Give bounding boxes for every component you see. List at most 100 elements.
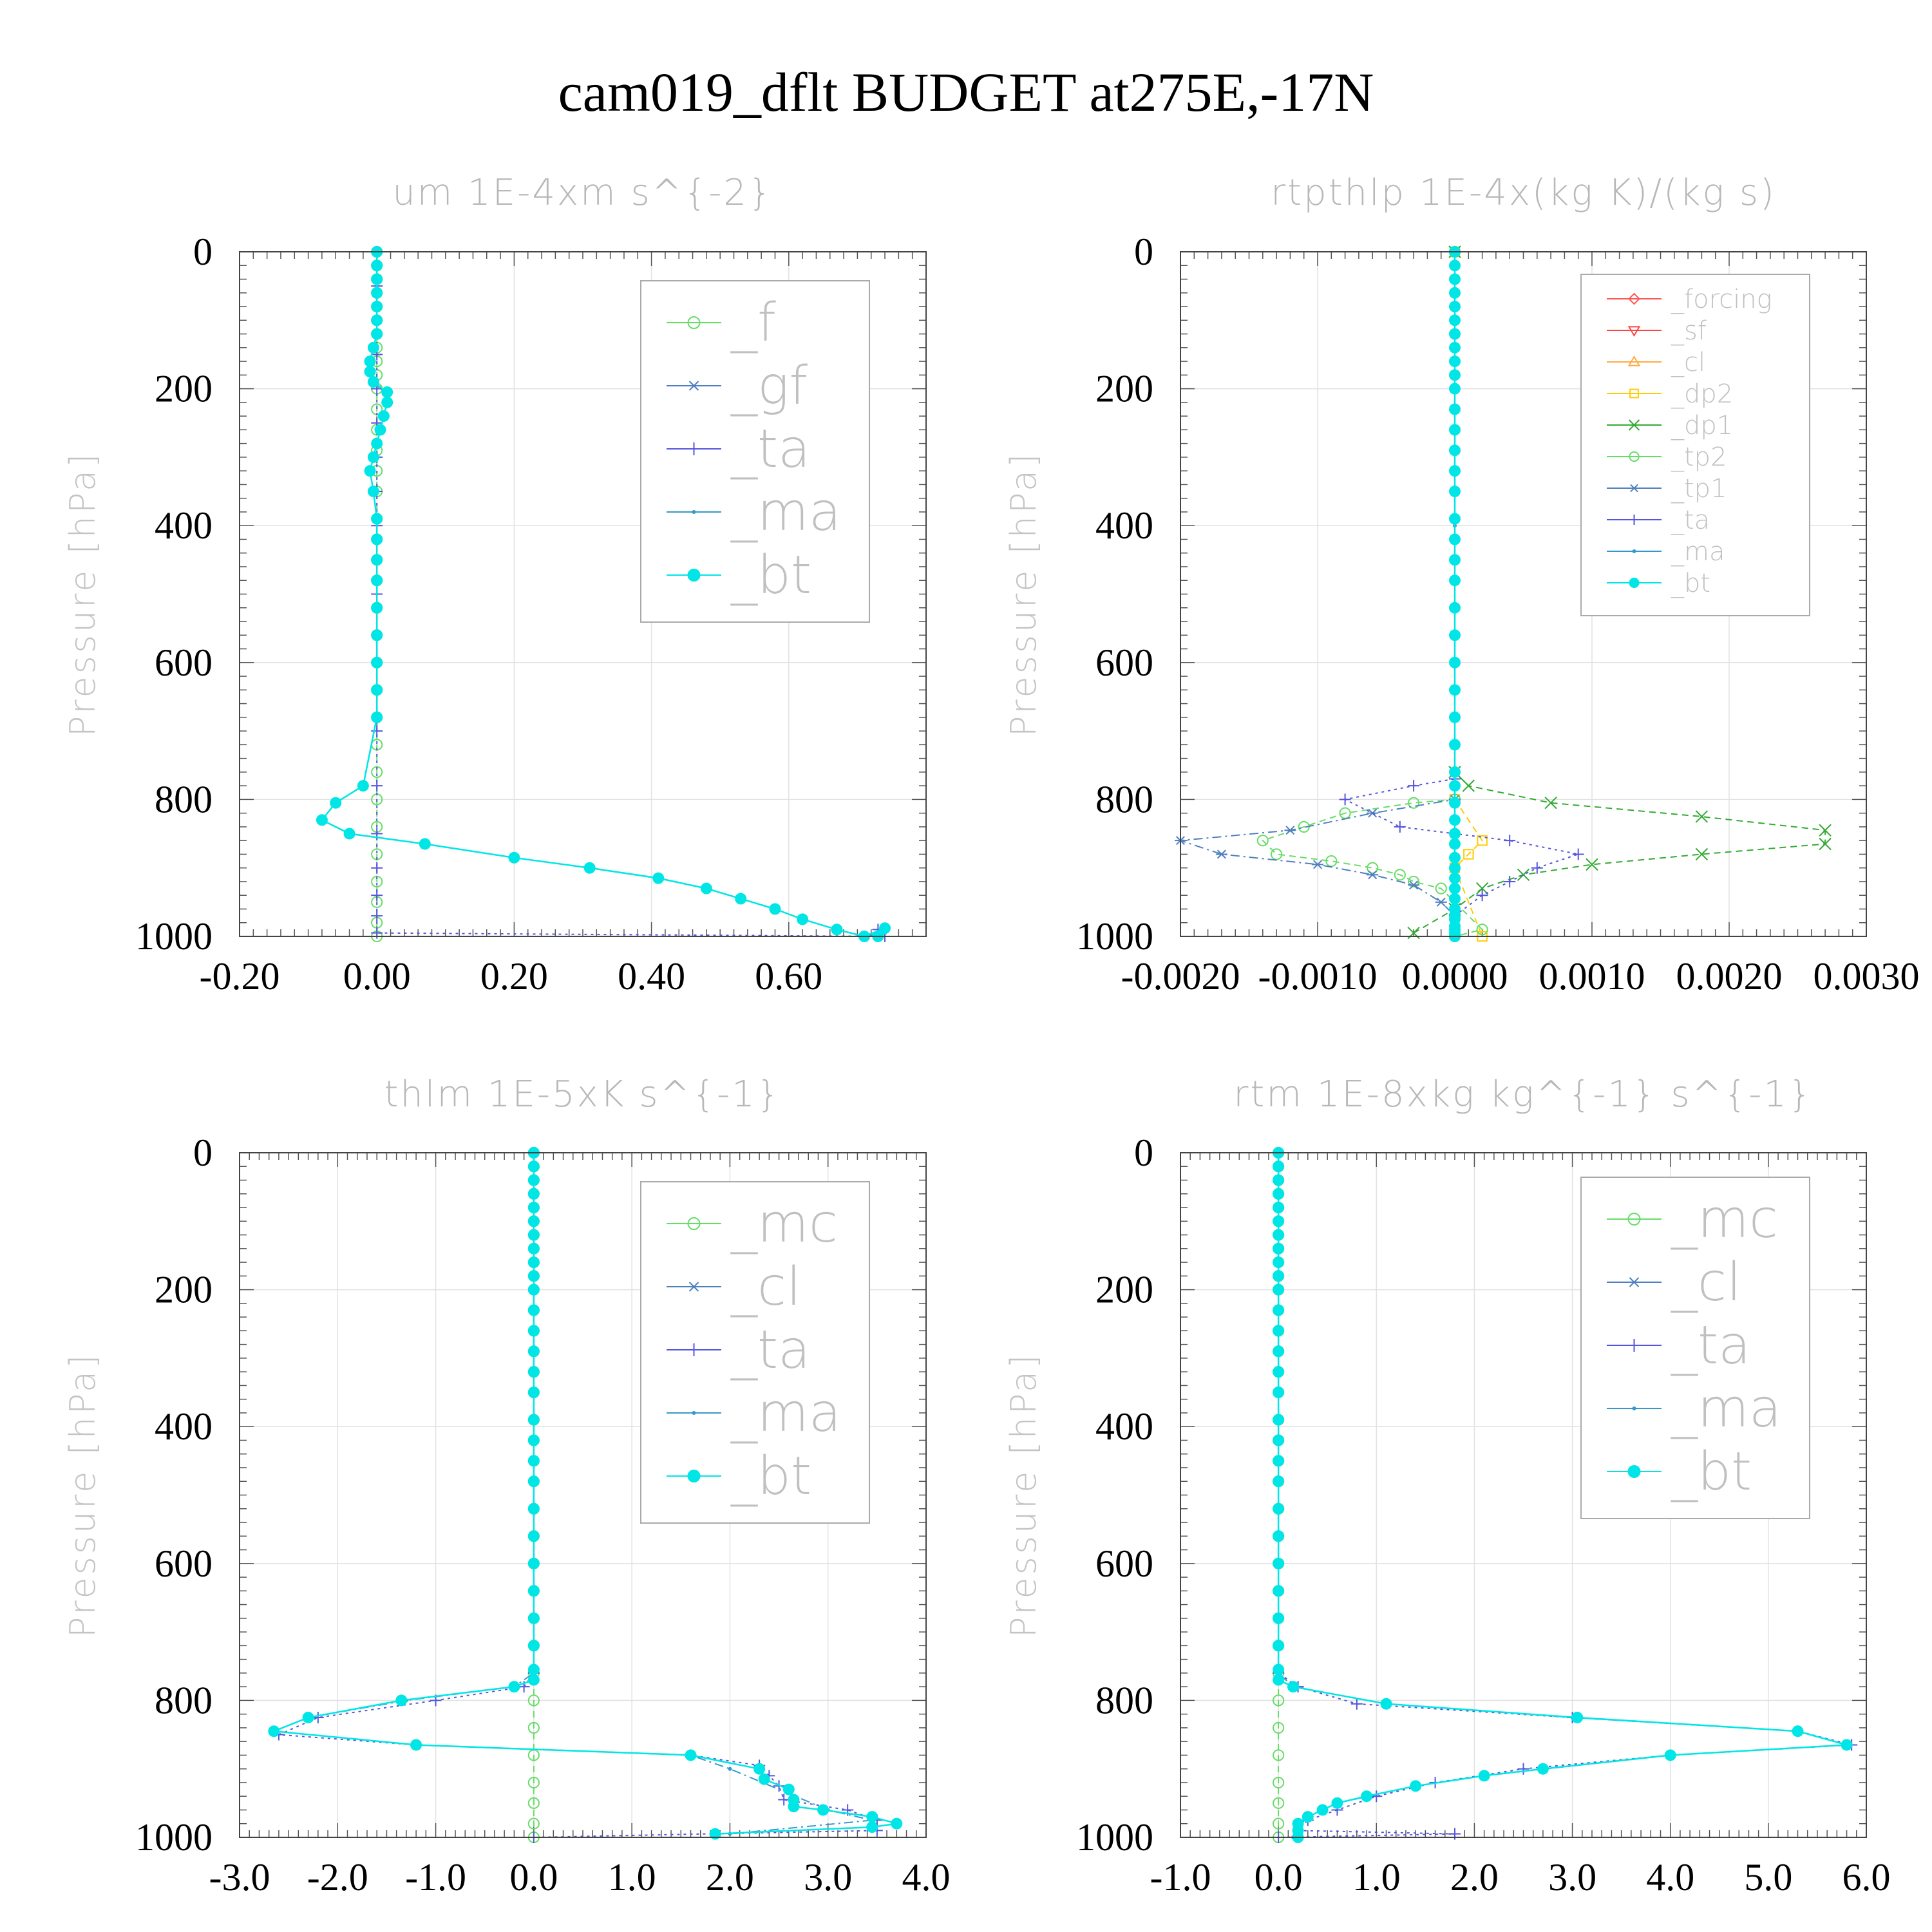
data-point-bt xyxy=(330,797,342,809)
data-point-bt xyxy=(371,601,383,614)
legend-box xyxy=(1580,1177,1810,1519)
data-point-bt xyxy=(527,1387,540,1399)
legend-label: _tp2 xyxy=(1671,442,1727,472)
legend-label: _mc xyxy=(1671,1189,1778,1250)
legend-marker xyxy=(1627,1213,1641,1226)
data-point-ta xyxy=(1408,780,1420,792)
data-point-bt xyxy=(1449,301,1461,313)
data-point-bt xyxy=(367,375,379,388)
data-point-f xyxy=(371,875,383,888)
data-point-tp1 xyxy=(1435,897,1447,907)
y-tick-label: 200 xyxy=(155,368,213,410)
legend-label: _tp1 xyxy=(1671,474,1727,504)
data-point-bt xyxy=(1449,910,1461,922)
data-point-bt xyxy=(1410,1780,1422,1792)
figure-title: cam019_dflt BUDGET at275E,-17N xyxy=(558,61,1374,123)
legend-label: _dp2 xyxy=(1671,379,1733,409)
data-point-bt xyxy=(367,341,379,354)
y-axis-label: Pressure [hPa] xyxy=(1003,1352,1044,1638)
data-point-bt xyxy=(371,437,383,450)
y-axis-label: Pressure [hPa] xyxy=(1003,451,1044,737)
data-point-bt xyxy=(788,1801,800,1813)
legend-label: _ta xyxy=(730,1320,810,1381)
data-point-bt xyxy=(508,851,520,864)
x-tick-label: 0.0020 xyxy=(1676,955,1783,998)
data-point-bt xyxy=(1380,1698,1392,1710)
data-point-tp1 xyxy=(1284,826,1296,835)
data-point-bt xyxy=(367,486,379,498)
data-point-bt xyxy=(1449,872,1461,884)
y-tick-label: 400 xyxy=(1095,1405,1153,1448)
data-point-bt xyxy=(527,1557,540,1569)
data-point-bt xyxy=(1449,814,1461,826)
data-point-ta xyxy=(371,862,383,874)
data-point-bt xyxy=(1449,314,1461,327)
data-point-bt xyxy=(1273,1455,1285,1467)
data-point-tp2 xyxy=(1435,882,1447,895)
data-point-bt xyxy=(1273,1530,1285,1542)
legend-marker xyxy=(1627,1465,1641,1478)
y-tick-label: 800 xyxy=(155,778,213,820)
data-point-bt xyxy=(1449,574,1461,587)
data-point-bt xyxy=(782,1783,795,1795)
data-point-bt xyxy=(1316,1804,1329,1816)
data-point-bt xyxy=(1449,341,1461,354)
data-point-dp1 xyxy=(1475,882,1489,895)
data-point-ta xyxy=(371,889,383,902)
data-point-bt xyxy=(1449,369,1461,381)
y-tick-label: 0 xyxy=(193,1132,213,1174)
x-tick-label: -0.20 xyxy=(200,955,280,998)
series-group xyxy=(316,245,891,943)
data-point-bt xyxy=(1449,851,1461,864)
data-point-bt xyxy=(891,1817,903,1830)
legend-marker xyxy=(692,510,696,514)
data-point-bt xyxy=(527,1414,540,1426)
data-point-ta xyxy=(371,725,383,737)
y-tick-label: 1000 xyxy=(135,915,213,958)
data-point-tp2 xyxy=(1325,855,1338,867)
series-line-ta xyxy=(1343,252,1581,916)
series-line-tp1 xyxy=(1180,252,1455,916)
data-point-bt xyxy=(1449,838,1461,850)
data-point-bt xyxy=(527,1475,540,1488)
data-point-mc xyxy=(527,1721,540,1734)
data-point-bt xyxy=(1449,554,1461,566)
legend-marker xyxy=(1628,419,1640,431)
legend-marker xyxy=(687,1217,701,1230)
data-point-bt xyxy=(1449,766,1461,778)
data-point-bt xyxy=(1449,287,1461,299)
data-point-bt xyxy=(1449,486,1461,498)
data-point-bt xyxy=(1449,601,1461,614)
data-point-bt xyxy=(1273,1188,1285,1200)
legend-label: _sf xyxy=(1671,316,1707,346)
data-point-dp1 xyxy=(1695,810,1709,823)
data-point-bt xyxy=(343,828,355,840)
data-point-ta xyxy=(1517,1763,1530,1775)
legend-marker xyxy=(687,1470,701,1482)
y-tick-label: 200 xyxy=(1095,1269,1153,1311)
plot-frame xyxy=(239,1152,927,1838)
data-point-bt xyxy=(371,301,383,313)
data-point-mc xyxy=(1273,1797,1285,1809)
y-tick-label: 200 xyxy=(155,1269,213,1311)
plot-frame xyxy=(239,251,927,937)
data-point-bt xyxy=(1792,1725,1804,1738)
data-point-bt xyxy=(527,1283,540,1296)
data-point-bt xyxy=(700,882,712,895)
x-tick-label: 0.20 xyxy=(480,955,548,998)
data-point-ta xyxy=(1531,862,1543,874)
legend-marker xyxy=(692,1411,696,1415)
legend-label: _ta xyxy=(1671,1315,1750,1376)
legend-marker xyxy=(1627,326,1641,337)
data-point-ma xyxy=(728,1766,732,1771)
data-point-bt xyxy=(1273,1674,1285,1686)
data-point-bt xyxy=(1841,1739,1853,1751)
data-point-bt xyxy=(371,273,383,285)
data-point-bt xyxy=(371,629,383,641)
x-tick-label: 2.0 xyxy=(1450,1856,1499,1899)
data-point-bt xyxy=(527,1612,540,1624)
plot-frame xyxy=(1180,251,1867,937)
data-point-bt xyxy=(527,1530,540,1542)
data-point-bt xyxy=(1537,1763,1549,1775)
data-point-bt xyxy=(1273,1640,1285,1652)
